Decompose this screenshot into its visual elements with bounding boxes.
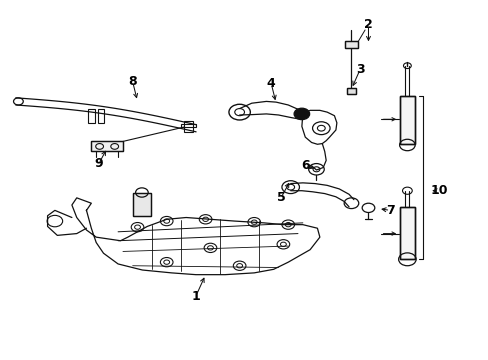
Text: 10: 10 [429,184,447,197]
Bar [91,141,122,152]
Text: 1: 1 [191,289,200,303]
Bar [91,141,122,152]
Text: 7: 7 [385,204,394,217]
Bar [344,41,358,48]
Circle shape [293,108,309,120]
Bar [344,41,358,48]
Bar [132,193,151,216]
Bar [399,96,414,144]
Bar [399,207,414,258]
Bar [98,109,104,123]
Text: 6: 6 [300,159,309,172]
Bar [399,96,414,144]
Bar [181,123,196,127]
Bar [132,193,151,216]
Bar [88,109,95,123]
Text: 5: 5 [276,192,285,204]
Bar [346,88,356,94]
Bar [399,207,414,258]
Text: 3: 3 [355,63,364,76]
Text: 4: 4 [266,77,275,90]
Bar [183,121,193,132]
Text: 8: 8 [128,75,137,88]
Text: 2: 2 [364,18,372,31]
Text: 9: 9 [94,157,103,170]
Bar [346,88,356,94]
